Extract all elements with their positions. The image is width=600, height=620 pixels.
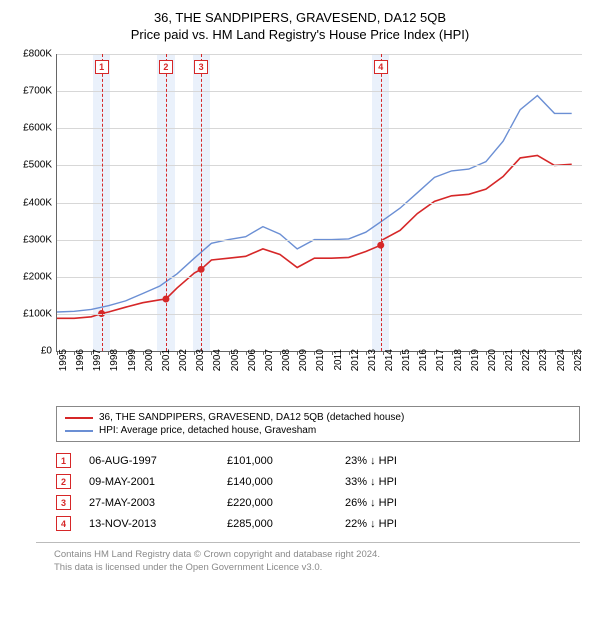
title-block: 36, THE SANDPIPERS, GRAVESEND, DA12 5QB … xyxy=(0,10,600,42)
x-axis-label: 2015 xyxy=(401,349,412,393)
row-number-box: 1 xyxy=(56,453,71,468)
x-axis-label: 2024 xyxy=(556,349,567,393)
legend-item: 36, THE SANDPIPERS, GRAVESEND, DA12 5QB … xyxy=(65,411,571,424)
x-axis-label: 2010 xyxy=(315,349,326,393)
x-axis-label: 1998 xyxy=(109,349,120,393)
y-axis-label: £400K xyxy=(12,197,52,208)
x-axis-label: 2012 xyxy=(350,349,361,393)
x-axis-label: 2005 xyxy=(230,349,241,393)
x-axis-label: 2000 xyxy=(144,349,155,393)
footer-line-2: This data is licensed under the Open Gov… xyxy=(54,562,580,575)
x-axis-label: 2009 xyxy=(298,349,309,393)
y-axis-label: £500K xyxy=(12,160,52,171)
footer-line-1: Contains HM Land Registry data © Crown c… xyxy=(54,549,580,562)
price-chart: 1 2 3 4 £0 £100K £200K £300K £400K £500K £600K £70… xyxy=(12,50,588,400)
gridline xyxy=(57,277,582,278)
sale-dashed-line xyxy=(102,54,103,351)
x-axis-label: 2006 xyxy=(247,349,258,393)
x-axis-label: 2021 xyxy=(504,349,515,393)
x-axis-label: 2011 xyxy=(333,349,344,393)
x-axis-label: 2023 xyxy=(538,349,549,393)
gridline xyxy=(57,128,582,129)
sale-marker-box: 1 xyxy=(95,60,109,74)
page-container: 36, THE SANDPIPERS, GRAVESEND, DA12 5QB … xyxy=(0,0,600,575)
legend-swatch xyxy=(65,417,93,419)
sales-table: 1 06-AUG-1997 £101,000 23% ↓ HPI 2 09-MAY-200… xyxy=(36,450,580,534)
sale-marker-box: 4 xyxy=(374,60,388,74)
gridline xyxy=(57,54,582,55)
x-axis-label: 2001 xyxy=(161,349,172,393)
x-axis-label: 2019 xyxy=(470,349,481,393)
series-property xyxy=(57,155,572,318)
row-price: £285,000 xyxy=(227,518,327,530)
row-date: 27-MAY-2003 xyxy=(89,497,209,509)
gridline xyxy=(57,203,582,204)
y-axis-label: £700K xyxy=(12,86,52,97)
footer-attribution: Contains HM Land Registry data © Crown c… xyxy=(36,542,580,575)
row-pct: 26% ↓ HPI xyxy=(345,497,445,509)
row-price: £220,000 xyxy=(227,497,327,509)
row-price: £101,000 xyxy=(227,455,327,467)
row-date: 06-AUG-1997 xyxy=(89,455,209,467)
gridline xyxy=(57,240,582,241)
y-axis-label: £300K xyxy=(12,234,52,245)
y-axis-label: £200K xyxy=(12,271,52,282)
y-axis-label: £600K xyxy=(12,123,52,134)
y-axis-label: £100K xyxy=(12,308,52,319)
row-pct: 22% ↓ HPI xyxy=(345,518,445,530)
x-axis-label: 1997 xyxy=(92,349,103,393)
x-axis-label: 2025 xyxy=(573,349,584,393)
table-row: 1 06-AUG-1997 £101,000 23% ↓ HPI xyxy=(36,450,580,471)
x-axis-label: 2020 xyxy=(487,349,498,393)
legend-label: HPI: Average price, detached house, Grav… xyxy=(99,425,316,436)
row-number-box: 3 xyxy=(56,495,71,510)
sale-dashed-line xyxy=(201,54,202,351)
legend-item: HPI: Average price, detached house, Grav… xyxy=(65,424,571,437)
chart-legend: 36, THE SANDPIPERS, GRAVESEND, DA12 5QB … xyxy=(56,406,580,442)
y-axis-label: £0 xyxy=(12,346,52,357)
x-axis-label: 2016 xyxy=(418,349,429,393)
x-axis-label: 1999 xyxy=(127,349,138,393)
sale-marker-box: 3 xyxy=(194,60,208,74)
x-axis-label: 2002 xyxy=(178,349,189,393)
table-row: 3 27-MAY-2003 £220,000 26% ↓ HPI xyxy=(36,492,580,513)
row-price: £140,000 xyxy=(227,476,327,488)
row-pct: 33% ↓ HPI xyxy=(345,476,445,488)
table-row: 2 09-MAY-2001 £140,000 33% ↓ HPI xyxy=(36,471,580,492)
title-subtitle: Price paid vs. HM Land Registry's House … xyxy=(0,27,600,42)
x-axis-label: 2008 xyxy=(281,349,292,393)
sale-marker-box: 2 xyxy=(159,60,173,74)
x-axis-label: 2017 xyxy=(435,349,446,393)
table-row: 4 13-NOV-2013 £285,000 22% ↓ HPI xyxy=(36,513,580,534)
gridline xyxy=(57,314,582,315)
legend-swatch xyxy=(65,430,93,432)
legend-label: 36, THE SANDPIPERS, GRAVESEND, DA12 5QB … xyxy=(99,412,404,423)
x-axis-label: 2014 xyxy=(384,349,395,393)
x-axis-label: 2007 xyxy=(264,349,275,393)
x-axis-label: 2022 xyxy=(521,349,532,393)
x-axis-label: 2013 xyxy=(367,349,378,393)
row-number-box: 2 xyxy=(56,474,71,489)
x-axis-label: 2003 xyxy=(195,349,206,393)
sale-dashed-line xyxy=(166,54,167,351)
gridline xyxy=(57,91,582,92)
row-pct: 23% ↓ HPI xyxy=(345,455,445,467)
y-axis-label: £800K xyxy=(12,49,52,60)
x-axis-label: 1996 xyxy=(75,349,86,393)
x-axis-label: 1995 xyxy=(58,349,69,393)
x-axis-label: 2004 xyxy=(212,349,223,393)
row-number-box: 4 xyxy=(56,516,71,531)
row-date: 13-NOV-2013 xyxy=(89,518,209,530)
gridline xyxy=(57,165,582,166)
sale-dashed-line xyxy=(381,54,382,351)
row-date: 09-MAY-2001 xyxy=(89,476,209,488)
plot-area: 1 2 3 4 xyxy=(56,54,582,352)
x-axis-label: 2018 xyxy=(453,349,464,393)
title-address: 36, THE SANDPIPERS, GRAVESEND, DA12 5QB xyxy=(0,10,600,25)
